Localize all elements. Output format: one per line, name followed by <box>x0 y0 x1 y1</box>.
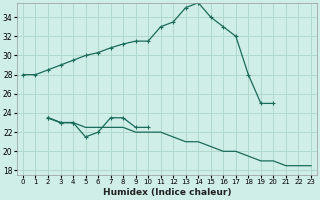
X-axis label: Humidex (Indice chaleur): Humidex (Indice chaleur) <box>103 188 231 197</box>
